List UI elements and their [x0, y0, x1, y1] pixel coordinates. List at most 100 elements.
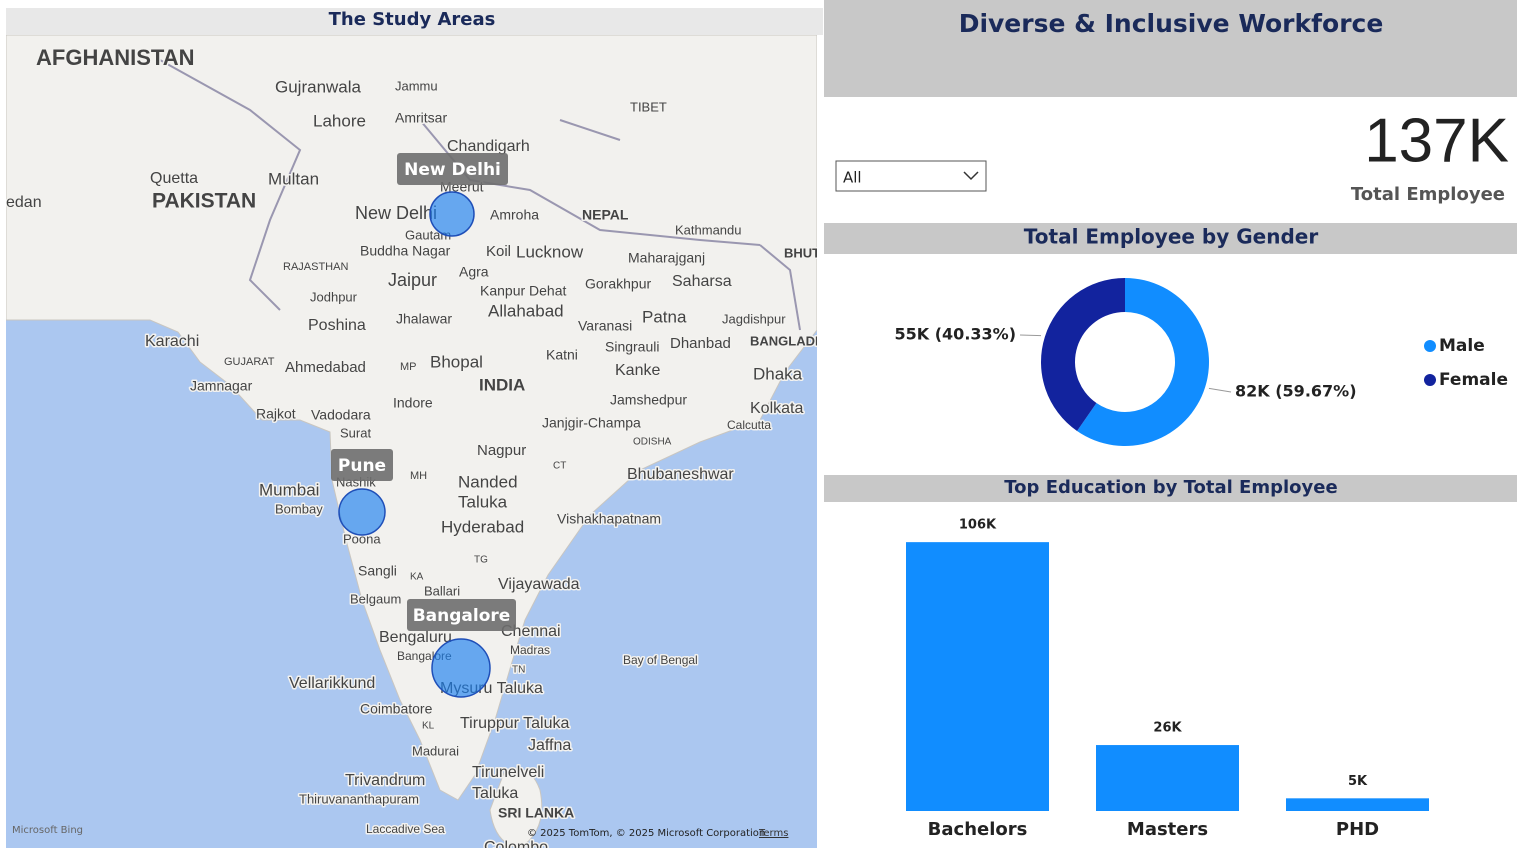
map-label: edan [6, 194, 42, 211]
map-label: Bombay [275, 501, 323, 516]
location-bubble[interactable] [338, 488, 386, 536]
bar[interactable] [1096, 745, 1239, 811]
slicer-chevron [963, 171, 979, 181]
map-attribution: © 2025 TomTom, © 2025 Microsoft Corporat… [527, 828, 765, 839]
map-label: ODISHA [633, 437, 672, 448]
donut-slice[interactable] [1040, 278, 1125, 431]
map-label: GUJARAT [224, 356, 275, 368]
legend-marker [1424, 374, 1436, 386]
legend-marker [1424, 340, 1436, 352]
legend-label[interactable]: Female [1439, 370, 1508, 390]
map-label: Bengaluru [379, 629, 452, 646]
map-label: Kolkata [750, 400, 803, 417]
location-label: Bangalore [413, 606, 511, 626]
border [159, 59, 801, 331]
map-label: Coimbatore [360, 701, 433, 717]
slicer-box[interactable] [835, 160, 987, 192]
map-label: Dhaka [753, 364, 803, 383]
map-label: Kathmandu [675, 222, 742, 237]
location-tag [407, 599, 516, 631]
location-bubble[interactable] [431, 638, 491, 698]
map-label: Calcutta [727, 418, 771, 432]
section-bar [824, 475, 1517, 502]
map-label: TG [474, 555, 488, 566]
map-label: Vadodara [311, 407, 371, 423]
map-label: Amritsar [395, 110, 447, 126]
map-label: Vishakhapatnam [557, 511, 661, 527]
location-label: New Delhi [404, 160, 501, 180]
map-label: Maharajganj [628, 250, 705, 266]
map-label: Gorakhpur [585, 276, 651, 292]
bar[interactable] [906, 542, 1049, 811]
map-label: Ballari [424, 583, 460, 598]
map-label: TN [512, 665, 525, 676]
data-label: 55K (40.33%) [895, 325, 1017, 344]
map-label: Saharsa [672, 273, 732, 290]
map-label: TIBET [630, 99, 667, 114]
slicer[interactable]: All [835, 160, 987, 192]
map-label: Kanke [615, 362, 660, 379]
map-label: Jammu [395, 78, 438, 93]
map-label: CT [553, 461, 566, 472]
map-label: SRI LANKA [498, 805, 574, 821]
map-label: BANGLADE [750, 333, 824, 348]
map-label: Patna [642, 307, 687, 326]
x-tick-label: PHD [1336, 819, 1379, 840]
data-label: 5K [1348, 774, 1368, 789]
map-label: Bhopal [430, 352, 483, 371]
map-logo: Microsoft Bing [12, 825, 83, 836]
map-label: Sangli [358, 563, 397, 579]
map-label: Ahmedabad [285, 359, 366, 376]
map-label: RAJASTHAN [283, 261, 348, 273]
map-label: Jagdishpur [722, 311, 786, 326]
map-label: Janjgir-Champa [542, 415, 641, 431]
map-label: NEPAL [582, 207, 629, 223]
header-bar [824, 0, 1517, 97]
chart-title: Top Education by Total Employee [1004, 477, 1337, 498]
map-label: PAKISTAN [152, 190, 256, 213]
map-label: Amroha [490, 207, 539, 223]
map-label: MH [410, 470, 427, 482]
location-tag [331, 449, 393, 481]
x-tick-label: Masters [1127, 819, 1208, 840]
map-label: Mumbai [259, 480, 319, 499]
map-label: Jaffna [528, 737, 571, 754]
map-label: Singrauli [605, 339, 659, 355]
map-label: Multan [268, 169, 319, 188]
map-label: Bhubaneshwar [627, 466, 734, 483]
map-label: Tiruppur Taluka [460, 715, 569, 732]
map-label: Laccadive Sea [366, 822, 445, 836]
map-label: New Delhi [355, 203, 437, 223]
map-label: Madras [510, 643, 550, 657]
bar[interactable] [1286, 798, 1429, 811]
map-label: Koil [486, 243, 511, 260]
map-label: Poshina [308, 317, 366, 334]
map-label: Nanded [458, 472, 518, 491]
map-label: Gujranwala [275, 77, 362, 96]
legend-label[interactable]: Male [1439, 336, 1485, 356]
slicer-value: All [843, 169, 862, 187]
map[interactable]: AFGHANISTAN Gujranwala Jammu Lahore Amritsar… [6, 35, 824, 852]
map-terms[interactable]: Terms [758, 828, 788, 839]
location-bubble[interactable] [429, 191, 475, 237]
chart-title: Total Employee by Gender [1024, 225, 1319, 249]
map-label: Lahore [313, 111, 366, 130]
map-label: Jamshedpur [610, 392, 687, 408]
map-label: Vijayawada [498, 576, 580, 593]
map-label: Nagpur [477, 442, 526, 459]
data-label: 106K [959, 518, 997, 533]
map-label: BHUT [784, 245, 820, 260]
map-label: KA [410, 572, 424, 583]
donut-slice[interactable] [1077, 278, 1209, 446]
map-title: The Study Areas [329, 9, 496, 30]
map-label: Katni [546, 347, 578, 363]
map-label: Poona [343, 531, 381, 546]
map-label: Belgaum [350, 591, 401, 606]
map-label: Buddha Nagar [360, 243, 451, 259]
map-label: Hyderabad [441, 517, 524, 536]
map-label: KL [422, 721, 435, 732]
map-label: Agra [459, 264, 489, 280]
kpi-value: 137K [1364, 106, 1509, 175]
section-bar [824, 223, 1517, 254]
